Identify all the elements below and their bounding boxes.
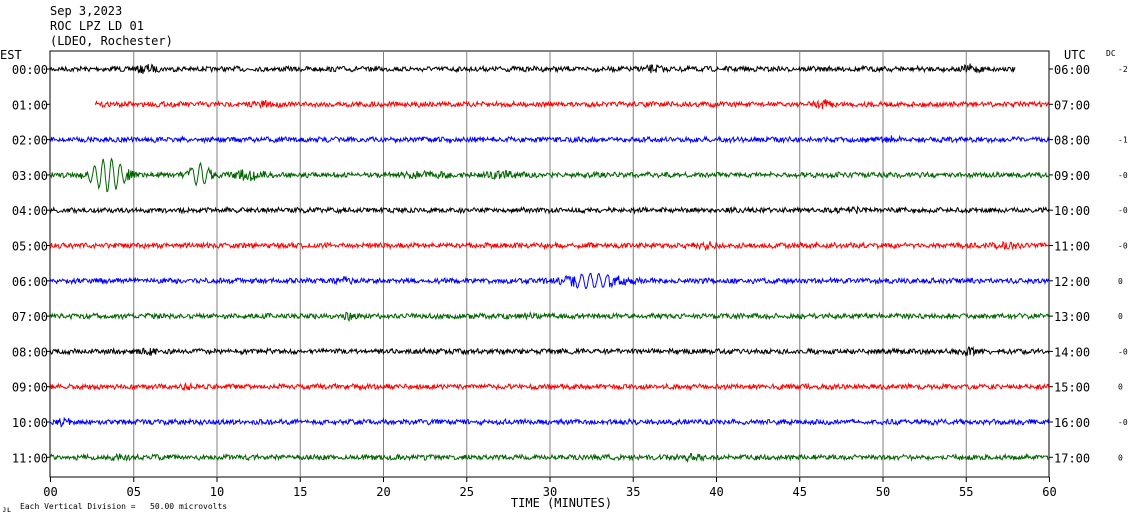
left-axis-label: EST [0, 48, 22, 62]
utc-label: 08:00 [1054, 134, 1090, 148]
seismic-trace [49, 157, 1049, 193]
dc-value: 0 [1118, 312, 1123, 321]
chart-network: (LDEO, Rochester) [50, 34, 173, 48]
dc-value: -0 [1118, 242, 1128, 251]
dc-value: -0 [1118, 347, 1128, 356]
dc-value: -1 [1118, 136, 1128, 145]
seismic-trace [49, 311, 1050, 323]
utc-label: 06:00 [1054, 63, 1090, 77]
est-label: 09:00 [12, 381, 48, 395]
x-tick-label: 20 [376, 485, 390, 499]
chart-date: Sep 3,2023 [50, 4, 123, 18]
utc-label: 16:00 [1054, 416, 1090, 430]
est-label: 02:00 [12, 134, 48, 148]
seismic-trace [49, 381, 1050, 392]
est-label: 05:00 [12, 240, 48, 254]
x-tick-label: 30 [543, 485, 557, 499]
x-tick-label: 60 [1042, 485, 1056, 499]
dc-value: -0 [1118, 206, 1128, 215]
x-tick-label: 10 [210, 485, 224, 499]
est-label: 07:00 [12, 310, 48, 324]
utc-label: 14:00 [1054, 345, 1090, 359]
dc-value: -0 [1118, 418, 1128, 427]
est-label: 04:00 [12, 204, 48, 218]
seismic-trace [49, 345, 1050, 357]
x-axis-label: TIME (MINUTES) [511, 496, 612, 510]
seismic-trace [49, 452, 1049, 464]
utc-label: 10:00 [1054, 204, 1090, 218]
x-tick-label: 45 [793, 485, 807, 499]
utc-label: 15:00 [1054, 381, 1090, 395]
utc-label: 07:00 [1054, 98, 1090, 112]
dc-value: -2 [1118, 65, 1128, 74]
x-tick-label: 25 [460, 485, 474, 499]
dc-value: 0 [1118, 383, 1123, 392]
est-label: 00:00 [12, 63, 48, 77]
x-tick-label: 05 [127, 485, 141, 499]
seismic-trace [94, 99, 1050, 110]
est-label: 01:00 [12, 98, 48, 112]
x-tick-label: 00 [43, 485, 57, 499]
scale-icon: ᴊʟ [2, 505, 12, 514]
x-tick-label: 55 [959, 485, 973, 499]
x-tick-label: 40 [709, 485, 723, 499]
right-axis-label: UTC [1064, 48, 1086, 62]
utc-label: 11:00 [1054, 240, 1090, 254]
utc-label: 12:00 [1054, 275, 1090, 289]
utc-label: 09:00 [1054, 169, 1090, 183]
dc-value: -0 [1118, 171, 1128, 180]
x-tick-label: 50 [876, 485, 890, 499]
est-label: 10:00 [12, 416, 48, 430]
est-label: 03:00 [12, 169, 48, 183]
seismic-trace [49, 272, 1050, 290]
utc-label: 13:00 [1054, 310, 1090, 324]
seismic-trace [49, 63, 1016, 74]
utc-label: 17:00 [1054, 451, 1090, 465]
dc-value: 0 [1118, 453, 1123, 462]
seismic-trace [49, 134, 1050, 145]
x-tick-label: 15 [293, 485, 307, 499]
dc-value: 0 [1118, 277, 1123, 286]
seismic-trace [49, 205, 1050, 215]
est-label: 06:00 [12, 275, 48, 289]
dc-label: DC [1106, 49, 1116, 58]
chart-station: ROC LPZ LD 01 [50, 19, 144, 33]
est-label: 08:00 [12, 345, 48, 359]
est-label: 11:00 [12, 451, 48, 465]
seismic-trace [49, 240, 1050, 252]
scale-note: Each Vertical Division = 50.00 microvolt… [20, 502, 228, 511]
seismic-trace [49, 416, 1050, 428]
x-tick-label: 35 [626, 485, 640, 499]
